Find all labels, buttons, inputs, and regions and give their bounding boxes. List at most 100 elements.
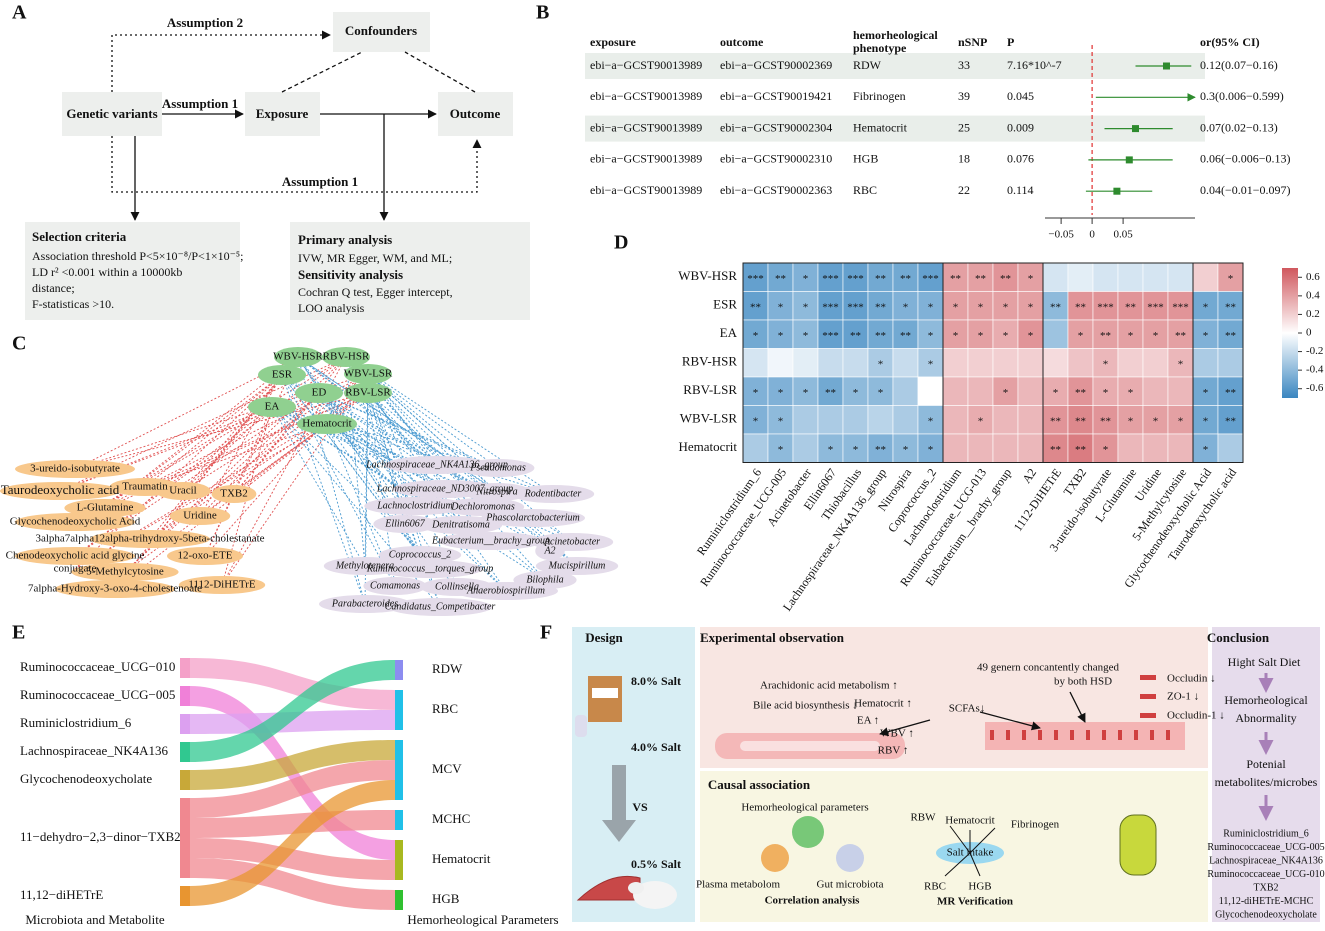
node — [461, 459, 535, 477]
significance: * — [778, 387, 784, 399]
significance: * — [803, 273, 809, 285]
label: by both HSD — [1054, 676, 1112, 688]
network-edge — [364, 392, 369, 605]
heat-cell — [1167, 376, 1194, 406]
source-label: Lachnospiraceae_NK4A136 — [20, 743, 168, 758]
heat-cell — [792, 433, 819, 463]
row-band — [585, 115, 1205, 142]
significance: *** — [1097, 301, 1114, 313]
edge-label: Assumption 1 — [282, 174, 358, 189]
network-edge — [271, 406, 441, 608]
heat-cell — [817, 319, 844, 349]
column-header: hemorheological — [853, 28, 938, 42]
table-cell: ebi−a−GCST90019421 — [720, 89, 832, 103]
metabolite-label: 5-Methylcytosine — [86, 566, 164, 578]
significance: * — [753, 415, 759, 427]
microbe-label: Anaerobiospirillum — [466, 585, 545, 596]
villus — [1134, 730, 1138, 740]
villus — [1118, 730, 1122, 740]
node-label: Exposure — [256, 106, 309, 121]
villus — [1054, 730, 1058, 740]
microbe-label: Eubacterium__brachy_group — [431, 535, 550, 546]
colorbar-label: -0.4 — [1306, 364, 1324, 376]
heat-cell — [942, 348, 969, 378]
colorbar-label: -0.6 — [1306, 382, 1324, 394]
heat-cell — [817, 348, 844, 378]
significance: * — [853, 387, 859, 399]
heat-cell — [917, 348, 944, 378]
significance: * — [778, 444, 784, 456]
heat-cell — [1217, 433, 1244, 463]
label: Correlation analysis — [765, 895, 861, 907]
junction-icon — [1140, 694, 1156, 699]
label: 8.0% Salt — [631, 674, 681, 688]
column-label: A2 — [1019, 466, 1039, 486]
label: Gut microbiota — [817, 879, 884, 891]
hub-label: WBV-HSR — [273, 351, 323, 363]
significance: *** — [847, 301, 864, 313]
network-edge — [149, 356, 299, 540]
heat-cell — [1142, 348, 1169, 378]
row-label: WBV-HSR — [678, 268, 737, 283]
heat-cell — [892, 433, 919, 463]
network-edge — [326, 423, 554, 495]
heat-cell — [1142, 405, 1169, 435]
significance: * — [1128, 330, 1134, 342]
big-arrow — [602, 765, 636, 842]
network-edge — [297, 356, 573, 543]
network-edge — [345, 356, 366, 567]
significance: * — [1103, 387, 1109, 399]
flow — [190, 858, 395, 910]
label: Causal association — [708, 777, 811, 792]
target-label: RDW — [432, 661, 463, 676]
table-cell: RBC — [853, 183, 877, 197]
source-node — [180, 742, 190, 762]
node — [155, 482, 211, 500]
significance: * — [1228, 273, 1234, 285]
hub-node — [322, 347, 370, 367]
significance: * — [1053, 387, 1059, 399]
metabolite-label: L-Glutamine — [77, 502, 134, 514]
table-cell: 0.114 — [1007, 183, 1034, 197]
colorbar-label: 0.6 — [1306, 271, 1320, 283]
heat-cell — [942, 319, 969, 349]
target-label: Hematocrit — [432, 851, 491, 866]
network-edge — [326, 423, 507, 592]
flow — [190, 710, 395, 734]
label: Hemorheological parameters — [741, 802, 868, 814]
node-label: Genetic variants — [66, 106, 157, 121]
network-edge — [271, 406, 366, 567]
network-edge — [74, 374, 283, 570]
heat-cell — [1067, 291, 1094, 321]
microbe-label: Mucispirillum — [548, 560, 606, 571]
node — [15, 547, 135, 565]
panel-label: C — [12, 333, 26, 355]
heat-cell — [892, 348, 919, 378]
network-edge — [199, 374, 283, 517]
heat-cell — [742, 376, 769, 406]
node-label: Confounders — [345, 23, 417, 38]
network-edge — [326, 423, 431, 570]
heat-cell — [967, 433, 994, 463]
heat-cell — [792, 262, 819, 292]
salt-shaker — [575, 715, 587, 737]
cluster — [792, 816, 824, 848]
heat-cell — [1192, 376, 1219, 406]
connector — [111, 30, 331, 92]
label: Occludin ↓ — [1167, 673, 1216, 685]
heat-cell — [867, 376, 894, 406]
significance: * — [1178, 358, 1184, 370]
node — [71, 563, 179, 581]
label: Selection criteria — [32, 229, 127, 244]
label: Ruminococcaceae_UCG-010 — [1207, 869, 1324, 880]
table-cell: 0.04(−0.01−0.097) — [1200, 183, 1291, 197]
network-edge — [345, 356, 551, 552]
significance: *** — [1172, 301, 1189, 313]
network-edge — [367, 392, 438, 466]
microbe-label: Parabacteroides — [331, 598, 398, 609]
significance: ** — [1100, 415, 1111, 427]
node-label: Outcome — [450, 106, 501, 121]
significance: ** — [1050, 301, 1061, 313]
significance: * — [1203, 415, 1209, 427]
